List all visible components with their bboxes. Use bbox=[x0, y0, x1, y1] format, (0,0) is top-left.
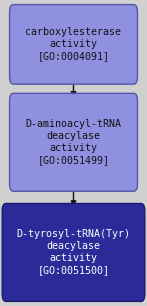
FancyBboxPatch shape bbox=[10, 5, 137, 84]
FancyBboxPatch shape bbox=[10, 93, 137, 191]
Text: carboxylesterase
activity
[GO:0004091]: carboxylesterase activity [GO:0004091] bbox=[25, 27, 122, 62]
Text: D-aminoacyl-tRNA
deacylase
activity
[GO:0051499]: D-aminoacyl-tRNA deacylase activity [GO:… bbox=[25, 119, 122, 165]
FancyBboxPatch shape bbox=[2, 203, 145, 301]
Text: D-tyrosyl-tRNA(Tyr)
deacylase
activity
[GO:0051500]: D-tyrosyl-tRNA(Tyr) deacylase activity [… bbox=[16, 230, 131, 275]
